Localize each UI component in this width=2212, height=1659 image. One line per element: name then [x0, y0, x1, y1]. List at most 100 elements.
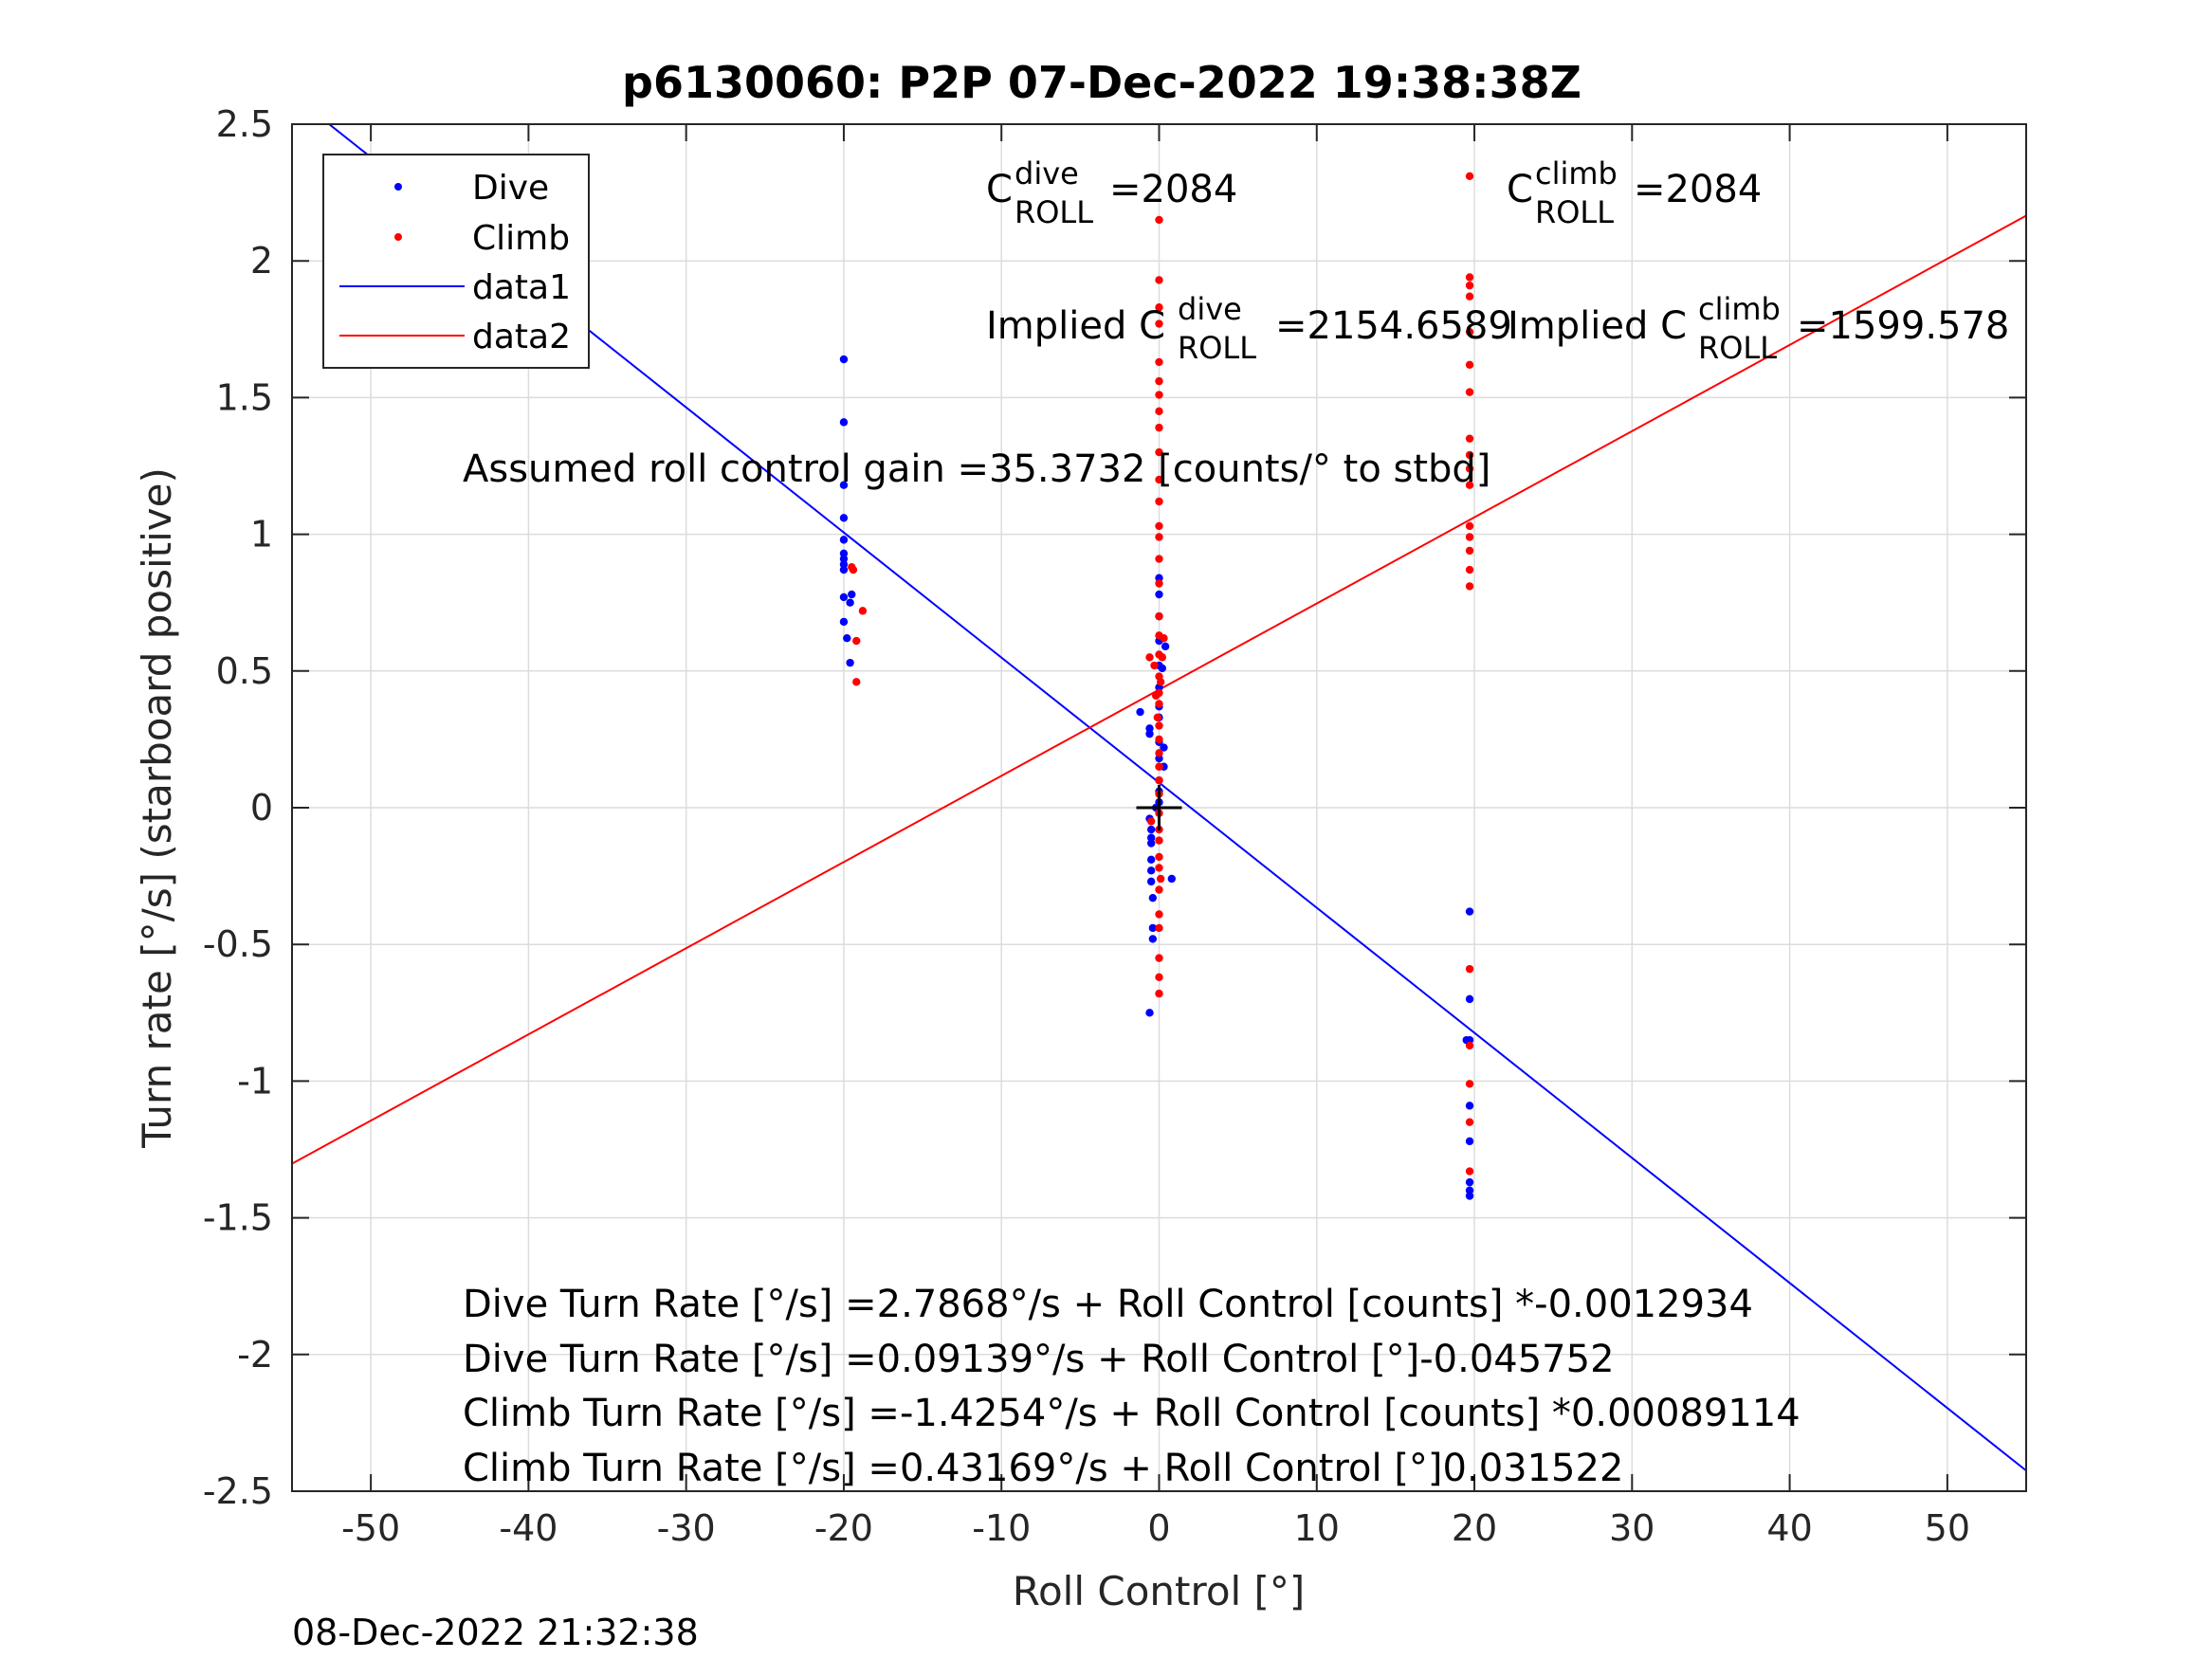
- point-dive: [1146, 833, 1156, 842]
- point-climb: [1155, 391, 1163, 399]
- point-climb: [1155, 910, 1163, 919]
- point-climb: [1155, 721, 1163, 730]
- annotation-equation-1: Dive Turn Rate [°/s] =2.7868°/s + Roll C…: [463, 1283, 1753, 1326]
- point-dive: [1155, 590, 1163, 599]
- c-climb-sub: ROLL: [1535, 194, 1614, 230]
- data-points: [839, 172, 1474, 1200]
- legend-label-climb: Climb: [472, 219, 570, 258]
- origin-crosshair: [1136, 785, 1182, 830]
- legend-label-data2: data2: [472, 318, 571, 356]
- point-climb: [1156, 874, 1165, 884]
- point-climb: [858, 607, 868, 615]
- x-tick-label: -50: [341, 1507, 400, 1549]
- point-dive: [839, 481, 849, 489]
- point-climb: [1155, 521, 1163, 531]
- svg-text:=1599.578: =1599.578: [1797, 304, 2009, 348]
- point-climb: [1158, 653, 1167, 662]
- point-dive: [846, 598, 854, 607]
- point-dive: [1158, 664, 1167, 673]
- point-dive: [1145, 729, 1154, 738]
- svg-text:ROLL: ROLL: [1178, 330, 1256, 366]
- point-climb: [1465, 465, 1474, 473]
- point-climb: [1155, 579, 1163, 588]
- point-climb: [1465, 565, 1474, 574]
- svg-text:climb: climb: [1698, 291, 1781, 327]
- point-dive: [846, 658, 854, 667]
- x-tick-label: -40: [499, 1507, 558, 1549]
- c-dive-sup: dive: [1015, 155, 1079, 191]
- annotations: C dive ROLL =2084 C climb ROLL =2084 Imp…: [463, 155, 2009, 1490]
- point-dive: [1465, 1137, 1474, 1146]
- annotation-implied-climb: Implied C climb ROLL =1599.578: [1508, 291, 2009, 366]
- point-dive: [1145, 724, 1154, 733]
- c-climb-sup: climb: [1535, 155, 1618, 191]
- point-dive: [843, 633, 851, 643]
- point-dive: [839, 617, 849, 627]
- annotation-implied-dive: Implied C dive ROLL =2154.6589: [986, 291, 1512, 366]
- implied-dive-sup: dive: [1178, 291, 1242, 327]
- point-climb: [1155, 836, 1163, 845]
- y-tick-label: 2: [250, 240, 273, 282]
- point-climb: [1465, 360, 1474, 369]
- axis-ticks: -50 -40 -30 -20 -10 0 10 20 30 40 50-2.5-2-1.5-1-0…: [203, 103, 2026, 1549]
- point-climb: [1465, 388, 1474, 396]
- point-climb: [1465, 1167, 1474, 1176]
- plot-area: -50 -40 -30 -20 -10 0 10 20 30 40 50-2.5-2-1.5-1-0…: [203, 103, 2027, 1549]
- x-axis-label: Roll Control [°]: [1013, 1568, 1306, 1614]
- c-dive-value: =2084: [1109, 168, 1237, 211]
- annotation-c-dive: C dive ROLL =2084: [986, 155, 1237, 230]
- svg-text:=2084: =2084: [1634, 168, 1762, 211]
- legend: Dive Climb data1 data2: [322, 154, 590, 369]
- point-climb: [852, 678, 861, 686]
- y-tick-label: -1.5: [203, 1197, 273, 1239]
- point-climb: [1465, 292, 1474, 301]
- annotation-equation-4: Climb Turn Rate [°/s] =0.43169°/s + Roll…: [463, 1447, 1623, 1490]
- point-dive: [839, 514, 849, 522]
- chart-title: p6130060: P2P 07-Dec-2022 19:38:38Z: [622, 57, 1581, 108]
- point-dive: [839, 560, 849, 569]
- point-climb: [1156, 678, 1165, 686]
- point-climb: [1155, 700, 1163, 708]
- point-climb: [1155, 447, 1163, 457]
- x-tick-label: 0: [1147, 1507, 1170, 1549]
- point-climb: [1146, 817, 1156, 826]
- implied-dive-sub: ROLL: [1178, 330, 1256, 366]
- x-tick-label: 50: [1925, 1507, 1970, 1549]
- point-climb: [1155, 407, 1163, 416]
- point-climb: [1465, 1080, 1474, 1088]
- point-climb: [1155, 864, 1163, 872]
- annotation-gain: Assumed roll control gain =35.3732 [coun…: [463, 447, 1490, 491]
- point-dive: [839, 536, 849, 544]
- point-climb: [1465, 1118, 1474, 1126]
- point-climb: [1155, 762, 1163, 771]
- x-tick-label: -30: [657, 1507, 716, 1549]
- y-tick-label: -1: [237, 1060, 273, 1102]
- svg-text:dive: dive: [1015, 155, 1079, 191]
- point-climb: [849, 565, 858, 574]
- annotation-equation-3: Climb Turn Rate [°/s] =-1.4254°/s + Roll…: [463, 1392, 1801, 1435]
- point-climb: [1155, 611, 1163, 621]
- legend-label-dive: Dive: [472, 169, 549, 208]
- point-dive: [839, 418, 849, 427]
- y-tick-label: 1.5: [216, 376, 273, 418]
- point-climb: [1155, 923, 1163, 933]
- point-climb: [1155, 775, 1163, 785]
- point-dive: [1148, 935, 1158, 943]
- point-climb: [1465, 582, 1474, 591]
- point-climb: [1155, 319, 1163, 328]
- point-climb: [1155, 555, 1163, 563]
- point-climb: [1155, 954, 1163, 962]
- point-climb: [1155, 376, 1163, 386]
- point-climb: [1155, 475, 1163, 484]
- point-climb: [1465, 450, 1474, 460]
- svg-text:=2154.6589: =2154.6589: [1275, 304, 1512, 348]
- point-climb: [1465, 1041, 1474, 1050]
- point-climb: [1155, 215, 1163, 225]
- point-climb: [1465, 281, 1474, 290]
- point-dive: [1465, 994, 1474, 1004]
- point-climb: [1155, 497, 1163, 506]
- point-dive: [1155, 754, 1163, 763]
- svg-text:C: C: [986, 168, 1013, 211]
- implied-climb-sup: climb: [1698, 291, 1781, 327]
